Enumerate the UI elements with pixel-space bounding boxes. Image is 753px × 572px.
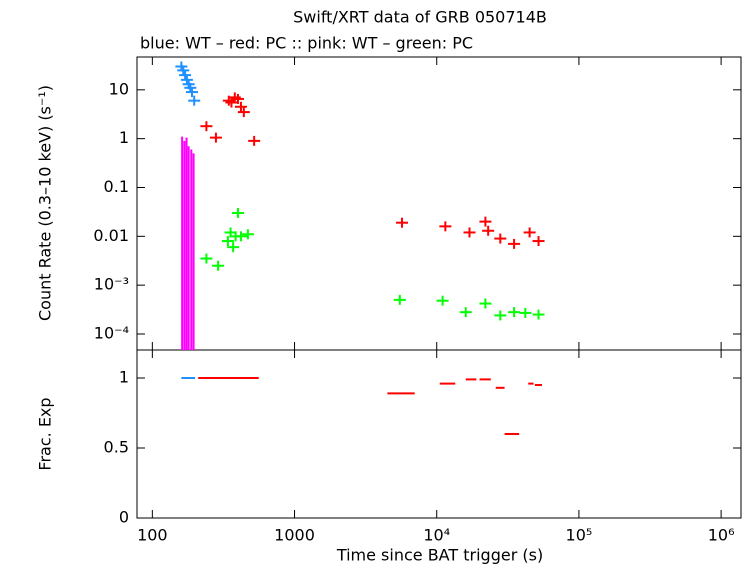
data-point xyxy=(439,221,452,232)
y-tick-label: 10⁻³ xyxy=(94,275,129,294)
y-tick-label: 10 xyxy=(109,79,129,98)
data-point xyxy=(494,233,507,244)
data-point xyxy=(519,307,532,318)
data-point xyxy=(532,309,545,320)
data-point xyxy=(463,227,476,238)
data-point xyxy=(180,74,193,85)
y-axis-label: Frac. Exp xyxy=(36,397,55,470)
data-point xyxy=(234,231,247,242)
y-tick-label: 1 xyxy=(119,368,129,387)
data-point xyxy=(212,260,225,271)
y-tick-label: 0 xyxy=(119,508,129,527)
data-point xyxy=(248,135,261,146)
y-tick-label: 10⁻⁴ xyxy=(94,323,129,342)
data-point xyxy=(494,310,507,321)
bottom-frame xyxy=(136,349,742,519)
data-point xyxy=(231,208,244,219)
data-point xyxy=(200,121,213,132)
data-point xyxy=(185,87,198,98)
data-point xyxy=(237,107,250,118)
x-tick-label: 10⁶ xyxy=(708,526,735,545)
x-tick-label: 100 xyxy=(137,526,168,545)
x-tick-label: 10⁵ xyxy=(566,526,593,545)
y-tick-label: 0.01 xyxy=(93,226,129,245)
data-point xyxy=(188,95,201,106)
data-point xyxy=(508,238,521,249)
data-point xyxy=(227,242,240,253)
y-tick-label: 1 xyxy=(119,128,129,147)
data-point xyxy=(459,307,472,318)
x-tick-label: 10⁴ xyxy=(423,526,450,545)
y-axis-label: Count Rate (0.3–10 keV) (s⁻¹) xyxy=(36,85,55,321)
data-point xyxy=(523,227,536,238)
data-point xyxy=(209,132,222,143)
data-point xyxy=(225,97,238,108)
data-point xyxy=(508,307,521,318)
data-point xyxy=(393,294,406,305)
x-tick-label: 1000 xyxy=(274,526,315,545)
data-point xyxy=(241,229,254,240)
data-point xyxy=(221,236,234,247)
chart-title: Swift/XRT data of GRB 050714B xyxy=(293,8,547,27)
data-point xyxy=(177,65,190,76)
y-tick-label: 0.1 xyxy=(104,177,129,196)
data-point xyxy=(200,253,213,264)
x-axis-label: Time since BAT trigger (s) xyxy=(336,546,543,565)
data-point xyxy=(436,295,449,306)
data-point xyxy=(179,70,192,81)
legend-subtitle: blue: WT – red: PC :: pink: WT – green: … xyxy=(140,34,473,53)
data-point xyxy=(532,236,545,247)
data-point xyxy=(231,93,244,104)
data-point xyxy=(479,216,492,227)
data-point xyxy=(234,101,247,112)
data-point xyxy=(396,217,409,228)
data-point xyxy=(482,225,495,236)
y-tick-label: 0.5 xyxy=(104,438,129,457)
data-point xyxy=(479,298,492,309)
